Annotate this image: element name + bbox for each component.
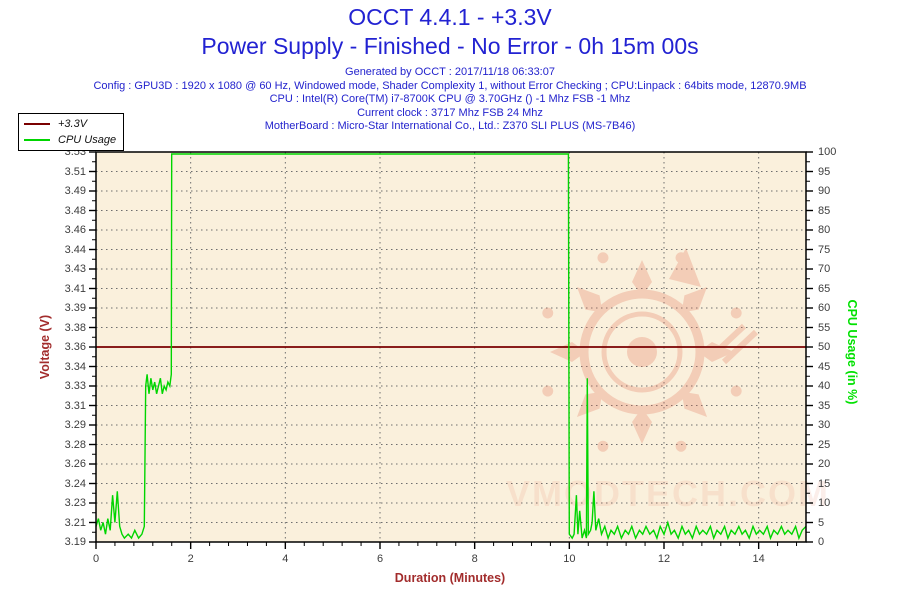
page-subtitle: Power Supply - Finished - No Error - 0h … xyxy=(201,33,699,59)
legend-label-cpu: CPU Usage xyxy=(58,134,117,146)
info-line-generated: Generated by OCCT : 2017/11/18 06:33:07 xyxy=(345,66,555,78)
test-info-block: Generated by OCCT : 2017/11/18 06:33:07 … xyxy=(0,66,900,134)
info-line-cpu: CPU : Intel(R) Core(TM) i7-8700K CPU @ 3… xyxy=(269,93,631,106)
x-axis-label: Duration (Minutes) xyxy=(394,571,506,585)
watermark-text: VMODTECH.COM xyxy=(506,473,830,514)
voltage-line-swatch xyxy=(24,123,50,125)
legend-item-cpu: CPU Usage xyxy=(19,132,123,148)
page-title: OCCT 4.4.1 - +3.3V xyxy=(348,4,552,30)
cpu-usage-series-line xyxy=(95,153,807,541)
info-line-clock: Current clock : 3717 Mhz FSB 24 Mhz xyxy=(357,106,543,119)
cpu-line-swatch xyxy=(24,139,50,141)
legend-label-voltage: +3.3V xyxy=(58,118,88,130)
info-line-config: Config : GPU3D : 1920 x 1080 @ 60 Hz, Wi… xyxy=(93,79,807,92)
legend-item-voltage: +3.3V xyxy=(19,116,123,132)
y-axis-left-label: Voltage (V) xyxy=(38,314,52,380)
info-line-motherboard: MotherBoard : Micro-Star International C… xyxy=(264,120,636,133)
legend: +3.3V CPU Usage xyxy=(18,113,124,151)
y-axis-right-label: CPU Usage (in %) xyxy=(845,299,859,405)
